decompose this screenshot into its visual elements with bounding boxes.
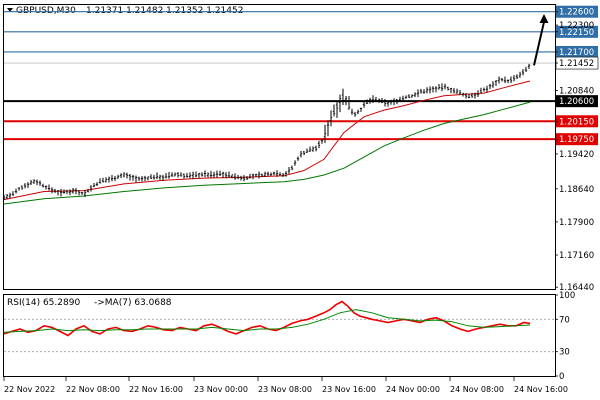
level-label-bg (556, 95, 598, 108)
rsi-tick-label: 0 (559, 372, 564, 382)
level-label-bg (556, 45, 598, 58)
level-label: 1.21700 (559, 48, 594, 58)
rsi-label: RSI(14) 65.2890 (7, 298, 80, 308)
price-pane-border (3, 4, 556, 290)
time-tick-label: 24 Nov 16:00 (514, 385, 568, 394)
level-label-bg (556, 5, 598, 18)
arrow-shaft (533, 21, 545, 66)
time-tick-label: 22 Nov 08:00 (66, 385, 120, 394)
price-tick-label: 1.18640 (559, 185, 594, 195)
time-tick-label: 23 Nov 16:00 (322, 385, 376, 394)
time-tick-label: 22 Nov 2022 (4, 385, 55, 394)
ma-slow-line (3, 101, 531, 205)
rsi-axis: 100 70 30 0 (555, 291, 575, 382)
rsi-tick-label: 100 (559, 291, 575, 301)
level-label: 1.20600 (559, 97, 594, 107)
price-tick-label: 1.19420 (559, 150, 594, 160)
time-tick-label: 23 Nov 00:00 (194, 385, 248, 394)
price-bars (2, 63, 531, 201)
price-tick-label: 1.16440 (559, 283, 594, 293)
current-price-label: 1.21452 (559, 59, 594, 69)
collapse-triangle-icon[interactable] (7, 8, 13, 12)
rsi-ma-line (3, 309, 531, 333)
ohlc-values: 1.21371 1.21482 1.21352 1.21452 (86, 6, 243, 16)
price-tick-label: 1.17160 (559, 251, 594, 261)
price-tick-label: 1.20840 (559, 86, 594, 96)
rsi-line (3, 300, 531, 337)
level-label-bg (556, 25, 598, 38)
level-label: 1.22150 (559, 28, 594, 38)
chart-header: GBPUSD,M30 1.21371 1.21482 1.21352 1.214… (7, 6, 243, 16)
time-tick-label: 22 Nov 16:00 (129, 385, 183, 394)
ma-fast-line (3, 80, 531, 201)
time-tick-label: 24 Nov 08:00 (450, 385, 504, 394)
price-axis: 1.22300 1.20840 1.19420 1.18640 1.17900 1.171… (555, 11, 594, 293)
rsi-tick-label: 30 (559, 348, 570, 358)
time-axis: 22 Nov 2022 22 Nov 08:00 22 Nov 16:00 23 No… (3, 377, 568, 394)
level-label: 1.20150 (559, 117, 594, 127)
time-tick-label: 23 Nov 08:00 (258, 385, 312, 394)
arrow-head-icon (539, 13, 549, 23)
price-tick-label: 1.17900 (559, 218, 594, 228)
moving-averages (3, 80, 531, 205)
time-tick-label: 24 Nov 00:00 (386, 385, 440, 394)
level-label: 1.22600 (559, 8, 594, 18)
level-label-bg (556, 133, 598, 146)
level-label: 1.19750 (559, 135, 594, 145)
rsi-lines (3, 300, 531, 337)
rsi-pane-border (3, 294, 556, 377)
rsi-tick-label: 70 (559, 315, 570, 325)
rsi-ma-label: ->MA(7) 63.0688 (94, 298, 172, 308)
symbol-timeframe: GBPUSD,M30 (16, 6, 76, 16)
price-tick-label: 1.22300 (559, 21, 594, 31)
trend-arrow (533, 13, 549, 66)
price-levels: 1.22600 1.22150 1.21700 1.20600 1.20150 1.197… (4, 5, 599, 146)
level-label-bg (556, 115, 598, 128)
